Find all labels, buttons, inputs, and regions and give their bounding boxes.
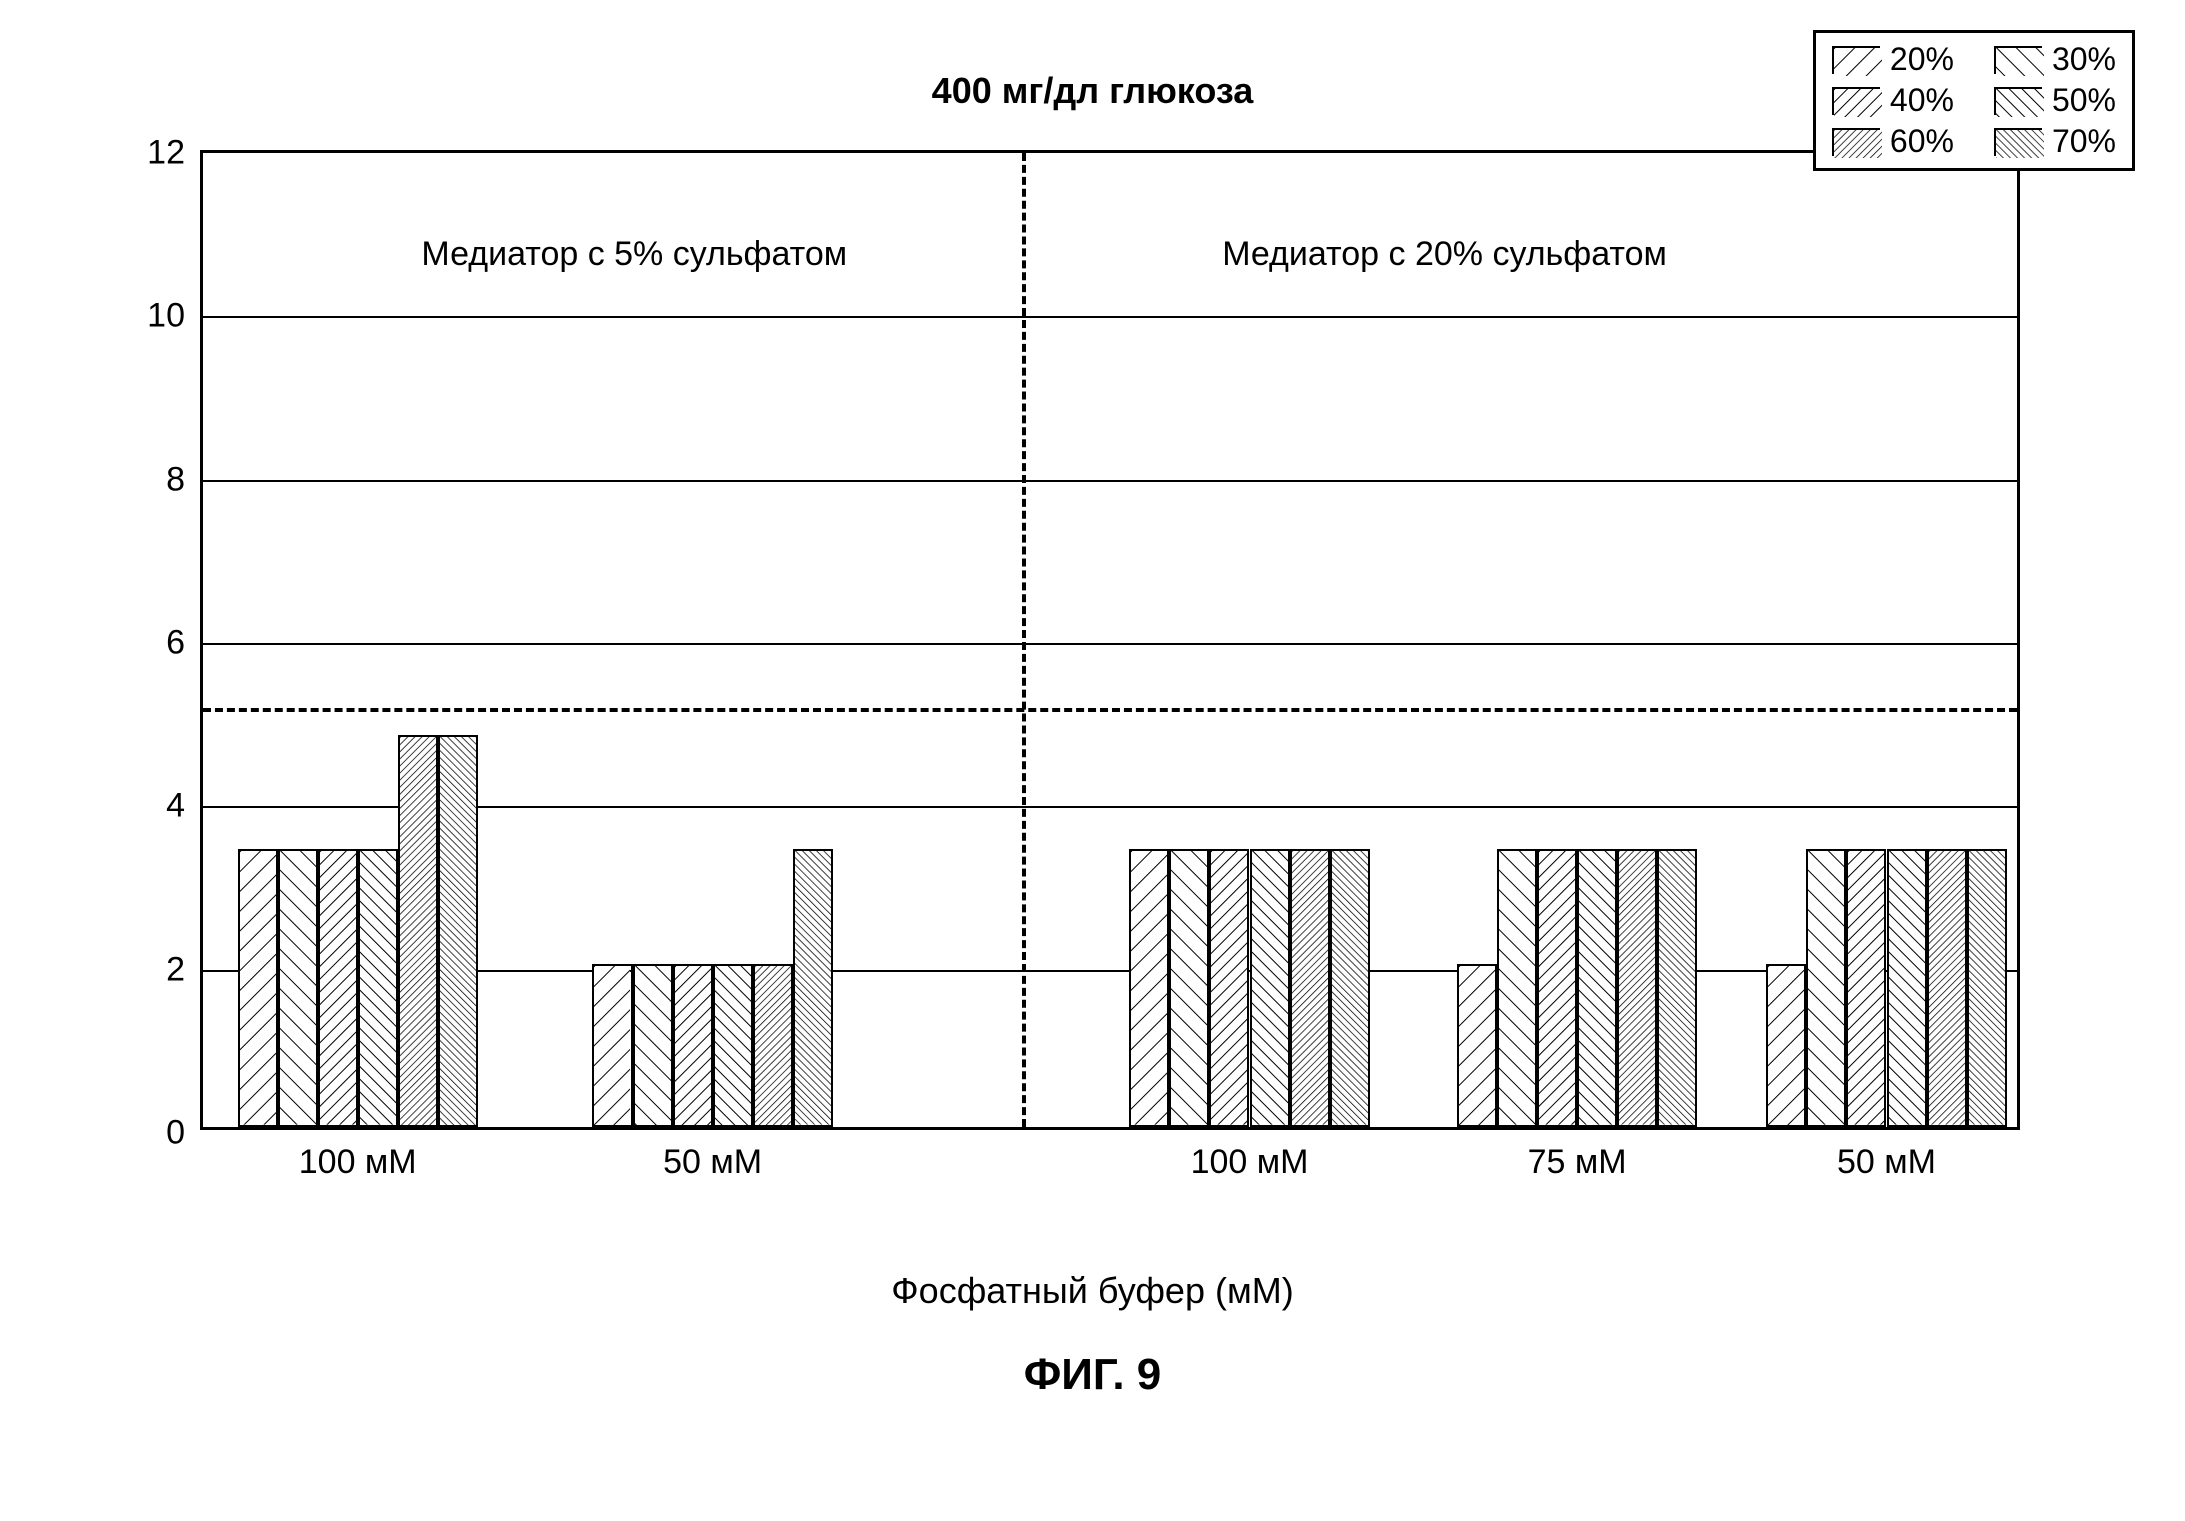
bar [1927, 849, 1967, 1127]
legend-item: 30% [1994, 41, 2116, 78]
bar [398, 735, 438, 1127]
bar [753, 964, 793, 1127]
figure-label: ФИГ. 9 [1024, 1350, 1162, 1400]
legend-label: 60% [1890, 123, 1954, 160]
chart-title: 400 мг/дл глюкоза [932, 70, 1254, 112]
legend-label: 70% [2052, 123, 2116, 160]
legend-swatch [1994, 46, 2042, 74]
legend-swatch [1994, 87, 2042, 115]
bar [238, 849, 278, 1127]
bar [1887, 849, 1927, 1127]
bar [592, 964, 632, 1127]
y-tick-label: 6 [166, 624, 185, 663]
legend-item: 50% [1994, 82, 2116, 119]
x-tick-label: 75 мМ [1528, 1143, 1627, 1182]
bar [633, 964, 673, 1127]
chart-container: 400 мг/дл глюкоза Пиковое время (сек) 20… [30, 30, 2155, 1491]
bar [438, 735, 478, 1127]
legend-item: 40% [1832, 82, 1954, 119]
x-tick-label: 50 мМ [1837, 1143, 1936, 1182]
bar [1766, 964, 1806, 1127]
legend-swatch [1832, 87, 1880, 115]
legend-label: 40% [1890, 82, 1954, 119]
gridline [203, 316, 2017, 318]
bar [1806, 849, 1846, 1127]
annotation: Медиатор с 20% сульфатом [1222, 235, 1667, 274]
legend-item: 60% [1832, 123, 1954, 160]
bar [278, 849, 318, 1127]
legend-swatch [1832, 46, 1880, 74]
bar [1537, 849, 1577, 1127]
legend: 20% 30% 40% 50% 60% 70% [1813, 30, 2135, 171]
legend-label: 30% [2052, 41, 2116, 78]
gridline [203, 480, 2017, 482]
bar [1290, 849, 1330, 1127]
legend-swatch [1994, 128, 2042, 156]
gridline [203, 643, 2017, 645]
bar [1577, 849, 1617, 1127]
bar [1657, 849, 1697, 1127]
bar [1169, 849, 1209, 1127]
legend-swatch [1832, 128, 1880, 156]
bar [713, 964, 753, 1127]
y-tick-label: 8 [166, 460, 185, 499]
bar [1330, 849, 1370, 1127]
y-tick-label: 10 [147, 297, 185, 336]
bar [1250, 849, 1290, 1127]
reference-line-vertical [1022, 153, 1026, 1127]
bar [358, 849, 398, 1127]
reference-line-horizontal [203, 708, 2017, 712]
legend-item: 20% [1832, 41, 1954, 78]
bar [1457, 964, 1497, 1127]
legend-label: 20% [1890, 41, 1954, 78]
y-tick-label: 2 [166, 950, 185, 989]
bar [673, 964, 713, 1127]
x-tick-label: 100 мМ [1191, 1143, 1309, 1182]
bar [1497, 849, 1537, 1127]
bar [318, 849, 358, 1127]
x-tick-label: 100 мМ [299, 1143, 417, 1182]
plot-area: 024681012Медиатор с 5% сульфатомМедиатор… [200, 150, 2020, 1130]
y-tick-label: 4 [166, 787, 185, 826]
y-tick-label: 12 [147, 134, 185, 173]
bar [1129, 849, 1169, 1127]
legend-label: 50% [2052, 82, 2116, 119]
annotation: Медиатор с 5% сульфатом [421, 235, 847, 274]
x-tick-label: 50 мМ [663, 1143, 762, 1182]
legend-item: 70% [1994, 123, 2116, 160]
bar [1846, 849, 1886, 1127]
bar [1967, 849, 2007, 1127]
bar [1617, 849, 1657, 1127]
y-tick-label: 0 [166, 1114, 185, 1153]
x-axis-label: Фосфатный буфер (мМ) [891, 1270, 1293, 1312]
bar [1209, 849, 1249, 1127]
bar [793, 849, 833, 1127]
